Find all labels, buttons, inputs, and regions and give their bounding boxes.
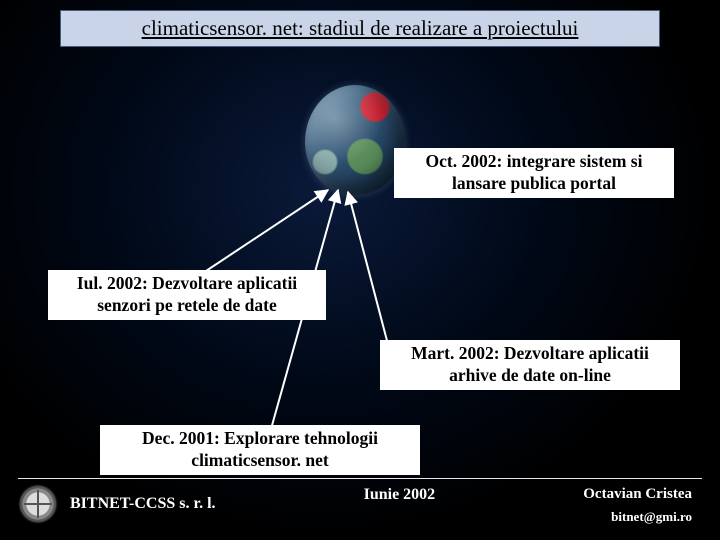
milestone-oct-2002: Oct. 2002: integrare sistem si lansare p… — [394, 148, 674, 198]
milestone-mart-2002: Mart. 2002: Dezvoltare aplicatii arhive … — [380, 340, 680, 390]
footer-date: Iunie 2002 — [364, 486, 436, 504]
page-title: climaticsensor. net: stadiul de realizar… — [71, 16, 649, 41]
globe-illustration — [305, 85, 405, 195]
footer-left: BITNET-CCSS s. r. l. — [20, 486, 216, 522]
milestone-jul-2002: Iul. 2002: Dezvoltare aplicatii senzori … — [48, 270, 326, 320]
footer: BITNET-CCSS s. r. l. Iunie 2002 Octavian… — [0, 486, 720, 525]
author-email: bitnet@gmi.ro — [583, 509, 692, 525]
author-name: Octavian Cristea — [583, 486, 692, 503]
footer-author-block: Octavian Cristea bitnet@gmi.ro — [583, 486, 692, 525]
footer-divider — [18, 478, 702, 479]
milestone-dec-2001: Dec. 2001: Explorare tehnologii climatic… — [100, 425, 420, 475]
timeline-arrow — [200, 190, 328, 275]
org-name: BITNET-CCSS s. r. l. — [70, 495, 216, 513]
title-bar: climaticsensor. net: stadiul de realizar… — [60, 10, 660, 47]
org-logo-icon — [20, 486, 56, 522]
